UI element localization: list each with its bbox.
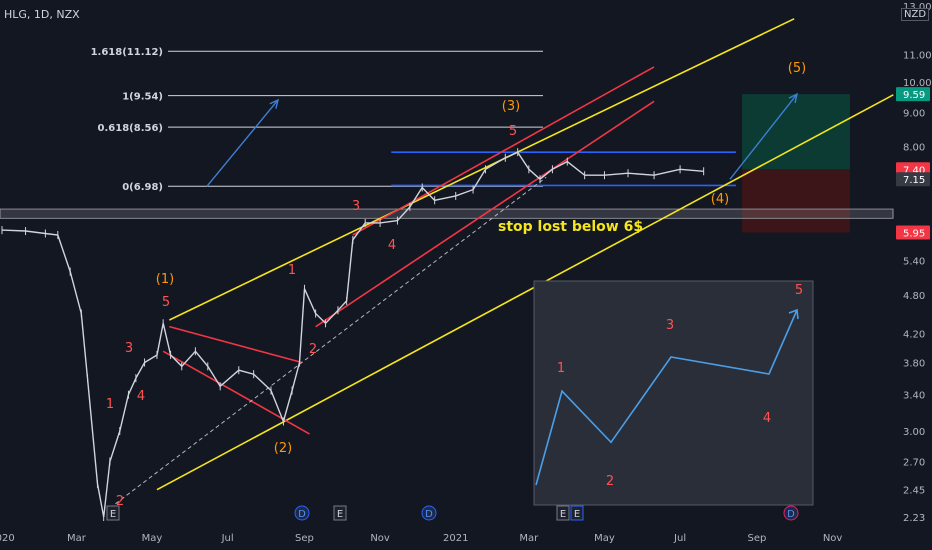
projection-arrow-left-head — [269, 98, 280, 109]
earnings-marker — [570, 505, 584, 521]
wave-label: 1 — [106, 397, 114, 412]
projection-arrow-right-head — [788, 92, 798, 104]
y-tick-label: 4.20 — [903, 329, 925, 340]
event-marker-label: E — [574, 509, 580, 520]
wave-label: (4) — [711, 192, 729, 207]
x-tick-label: 2021 — [443, 533, 468, 544]
y-tick-label: 10.00 — [903, 78, 932, 89]
price-tag-label: 9.59 — [903, 90, 925, 101]
inset-wave-line — [535, 309, 798, 486]
x-tick-label: Jul — [221, 533, 234, 544]
dividend-marker — [294, 505, 310, 521]
wave-label: 1 — [288, 263, 296, 278]
y-tick-label: 3.40 — [903, 391, 925, 402]
event-marker-label: D — [298, 509, 306, 520]
dashed-trend-line — [109, 176, 547, 509]
projection-arrow-left — [206, 99, 279, 187]
event-marker-label: D — [425, 509, 433, 520]
fib-level-label: 1.618(11.12) — [91, 47, 163, 58]
inset-wave-label: 5 — [795, 283, 803, 298]
x-tick-label: Mar — [519, 533, 539, 544]
yellow-channel-bottom — [156, 94, 894, 491]
x-tick-label: Sep — [295, 533, 314, 544]
y-tick-label: 2.45 — [903, 486, 925, 497]
stop-annotation: stop lost below 6$ — [498, 219, 643, 235]
wave-label: (5) — [788, 61, 806, 76]
inset-wave-label: 1 — [557, 361, 565, 376]
x-tick-label: May — [142, 533, 163, 544]
y-tick-label: 2.70 — [903, 458, 925, 469]
x-tick-label: May — [594, 533, 615, 544]
event-marker-label: E — [110, 509, 116, 520]
y-tick-label: 8.00 — [903, 143, 925, 154]
fib-level-label: 1(9.54) — [122, 92, 163, 103]
flag-top — [169, 325, 303, 364]
wave-label: (2) — [274, 441, 292, 456]
y-tick-label: 4.80 — [903, 291, 925, 302]
stop-loss-zone — [742, 169, 850, 233]
x-tick-label: 2020 — [0, 533, 15, 544]
price-tag — [896, 87, 930, 102]
x-tick-label: Mar — [67, 533, 87, 544]
inset-wave-label: 3 — [666, 318, 674, 333]
price-line — [1, 151, 704, 518]
earnings-marker — [106, 505, 120, 521]
price-tag-label: 7.15 — [903, 175, 925, 186]
wave-label: 3 — [125, 341, 133, 356]
event-marker-label: E — [560, 509, 566, 520]
x-tick-label: Nov — [823, 533, 843, 544]
inset-wave-label: 4 — [763, 411, 771, 426]
x-tick-label: Nov — [370, 533, 390, 544]
price-tag-label: 7.40 — [903, 165, 925, 176]
inset-arrow-head — [788, 308, 799, 320]
currency-badge: NZD — [901, 8, 930, 21]
yellow-channel-top — [169, 18, 795, 321]
event-marker-label: E — [337, 509, 343, 520]
price-tag — [896, 225, 930, 240]
symbol-title: HLG, 1D, NZX — [4, 8, 80, 21]
y-tick-label: 5.40 — [903, 257, 925, 268]
x-tick-label: Jul — [673, 533, 686, 544]
y-tick-label: 11.00 — [903, 50, 932, 61]
y-tick-label: 2.23 — [903, 513, 925, 524]
dividend-marker — [421, 505, 437, 521]
earnings-marker — [333, 505, 347, 521]
y-tick-label: 9.00 — [903, 109, 925, 120]
x-tick-label: Sep — [748, 533, 767, 544]
wave-label: 2 — [116, 494, 124, 509]
wave-label: 3 — [352, 199, 360, 214]
support-band-fill — [0, 210, 893, 218]
inset-panel — [533, 280, 814, 506]
price-tag-label: 5.95 — [903, 229, 925, 240]
red-channel-top — [352, 66, 655, 236]
flag-bottom — [162, 350, 310, 435]
wave-label: 2 — [309, 342, 317, 357]
event-marker-label: D — [787, 509, 795, 520]
price-tag — [896, 172, 930, 187]
earnings-marker — [556, 505, 570, 521]
wave-label: (1) — [156, 272, 174, 287]
wave-label: 5 — [162, 295, 170, 310]
projection-arrow-right — [729, 93, 798, 180]
wave-label: (3) — [502, 99, 520, 114]
fib-level-label: 0(6.98) — [122, 182, 163, 193]
wave-label: 4 — [137, 389, 145, 404]
y-tick-label: 3.00 — [903, 427, 925, 438]
y-tick-label: 3.80 — [903, 358, 925, 369]
dividend-marker — [783, 505, 799, 521]
inset-wave-label: 2 — [606, 474, 614, 489]
wave-label: 4 — [388, 238, 396, 253]
wave-label: 5 — [509, 124, 517, 139]
take-profit-zone — [742, 94, 850, 170]
fib-level-label: 0.618(8.56) — [98, 123, 163, 134]
y-tick-label: 13.00 — [903, 2, 932, 13]
red-channel-bottom — [315, 100, 655, 328]
support-band — [0, 208, 894, 219]
